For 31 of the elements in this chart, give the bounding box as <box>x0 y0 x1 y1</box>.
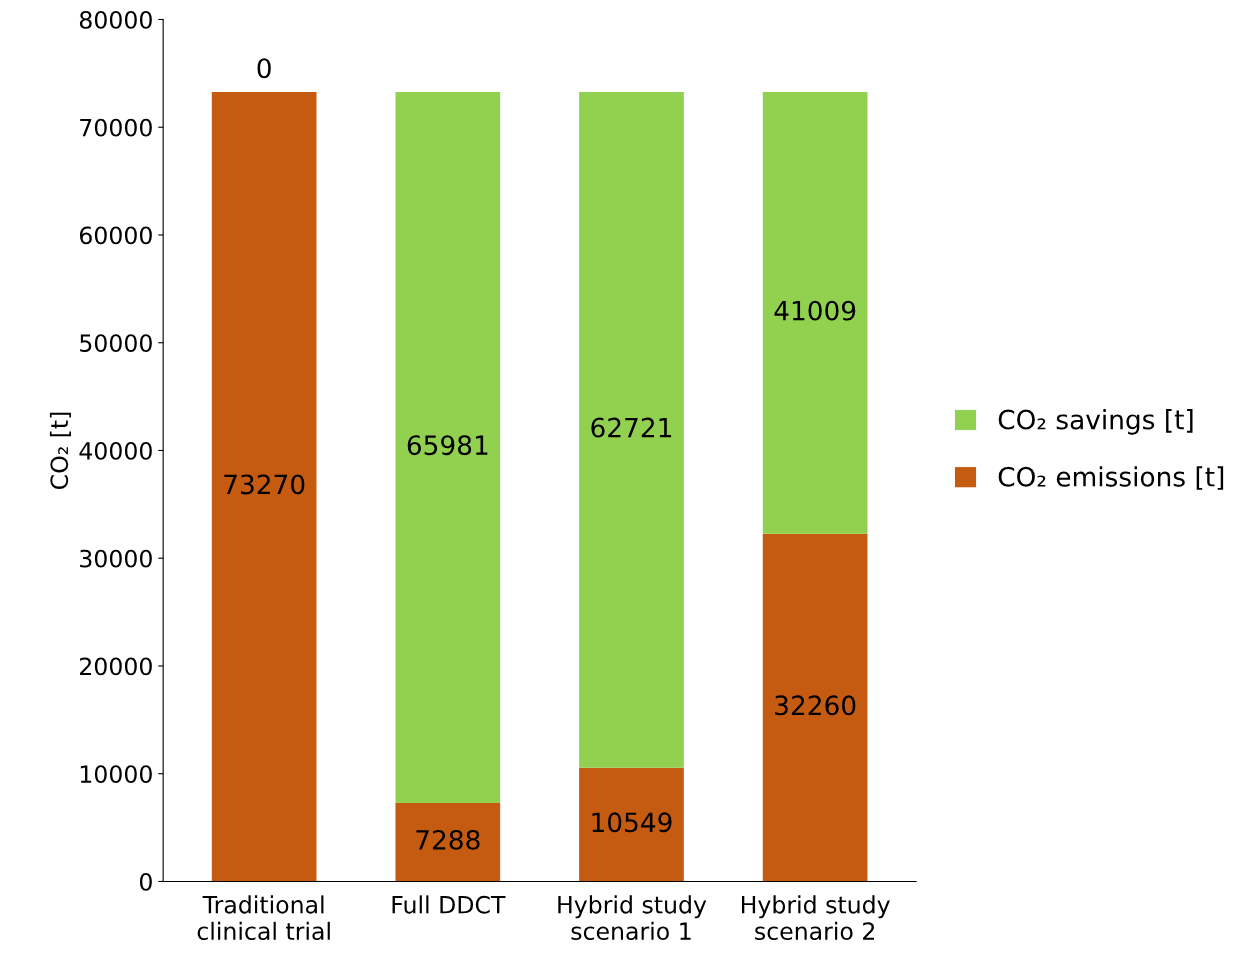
y-tick-label: 30000 <box>80 549 152 568</box>
y-tick-label: 10000 <box>80 765 152 784</box>
legend-label: CO₂ emissions [t] <box>998 466 1224 490</box>
bar <box>395 802 501 882</box>
bar <box>211 91 317 882</box>
y-tick-label: 0 <box>139 872 152 891</box>
data-label: 0 <box>257 58 271 79</box>
x-tick-label: Hybrid study scenario 2 <box>741 895 890 941</box>
bar <box>762 92 868 534</box>
y-tick-label: 80000 <box>79 10 152 29</box>
y-tick-label: 20000 <box>80 657 152 676</box>
y-tick-label: 40000 <box>79 441 152 460</box>
data-label: 65981 <box>407 435 488 456</box>
bar <box>579 767 684 882</box>
bar <box>762 533 868 882</box>
x-tick-label: Hybrid study scenario 1 <box>558 895 707 941</box>
y-tick-label: 70000 <box>80 118 152 137</box>
data-label: 41009 <box>774 300 856 321</box>
y-tick-label: 50000 <box>80 334 152 353</box>
y-axis-title: CO₂ [t] <box>49 412 71 490</box>
data-label: 73270 <box>224 474 305 495</box>
x-tick-label: Full DDCT <box>392 895 506 914</box>
x-tick-label: Traditional clinical trial <box>197 895 330 941</box>
data-label: 10549 <box>592 812 672 833</box>
bar <box>579 91 684 768</box>
data-label: 32260 <box>775 695 856 716</box>
legend-label: CO₂ savings [t] <box>998 409 1193 435</box>
data-label: 62721 <box>591 417 672 438</box>
data-label: 7288 <box>416 829 480 850</box>
bar <box>395 92 501 803</box>
y-tick-label: 60000 <box>79 226 152 245</box>
